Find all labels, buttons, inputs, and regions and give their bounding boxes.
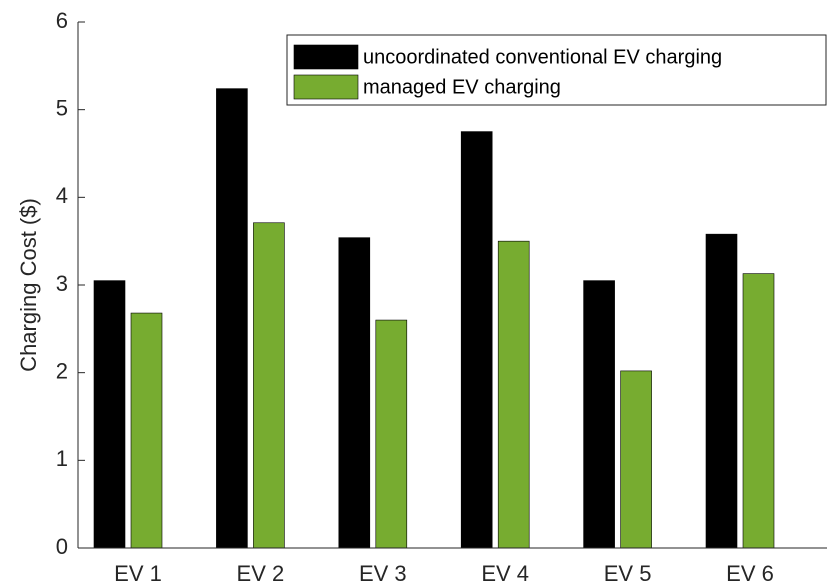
bar bbox=[460, 131, 493, 549]
x-tick-label: EV 5 bbox=[604, 561, 652, 586]
y-tick-label: 5 bbox=[56, 95, 68, 120]
y-tick-label: 0 bbox=[56, 534, 68, 559]
bar bbox=[705, 233, 738, 549]
legend-swatch bbox=[293, 44, 359, 70]
bar bbox=[742, 273, 775, 549]
y-axis-label: Charging Cost ($) bbox=[16, 198, 41, 372]
bar bbox=[93, 280, 126, 549]
y-tick-label: 4 bbox=[56, 183, 68, 208]
y-tick-label: 1 bbox=[56, 446, 68, 471]
x-tick-label: EV 1 bbox=[114, 561, 162, 586]
legend-label: managed EV charging bbox=[363, 76, 561, 98]
y-tick-label: 3 bbox=[56, 271, 68, 296]
x-tick-label: EV 3 bbox=[359, 561, 407, 586]
y-tick-label: 6 bbox=[56, 8, 68, 33]
bar bbox=[216, 88, 248, 549]
legend-box bbox=[286, 34, 827, 106]
x-tick-label: EV 4 bbox=[481, 561, 529, 586]
bar bbox=[130, 312, 163, 549]
y-tick-label: 2 bbox=[56, 358, 68, 383]
legend-swatch bbox=[293, 74, 359, 100]
bar bbox=[253, 222, 285, 549]
x-tick-label: EV 6 bbox=[726, 561, 774, 586]
bar bbox=[620, 370, 652, 549]
bar bbox=[497, 240, 530, 549]
x-tick-label: EV 2 bbox=[237, 561, 285, 586]
bar bbox=[338, 237, 371, 549]
bar bbox=[375, 319, 408, 549]
bar bbox=[583, 280, 615, 549]
legend-label: uncoordinated conventional EV charging bbox=[363, 46, 722, 68]
